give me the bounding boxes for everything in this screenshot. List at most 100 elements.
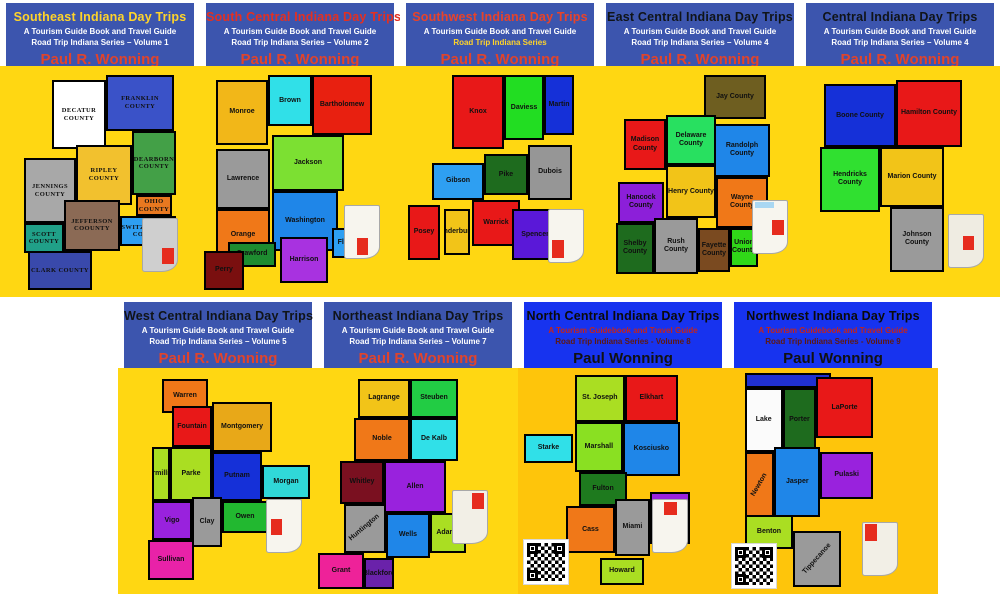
cover-title: North Central Indiana Day Trips: [526, 309, 720, 323]
county-label: Putnam: [224, 472, 250, 480]
county-label: FRANKLIN COUNTY: [121, 95, 159, 110]
county-porter: Porter: [782, 388, 817, 452]
cover-row-bottom: West Central Indiana Day Trips A Tourism …: [118, 297, 1000, 600]
county-label: Daviess: [510, 103, 538, 111]
book-cover-east-central[interactable]: East Central Indiana Day Trips A Tourism …: [600, 0, 800, 297]
cover-author: Paul R. Wonning: [440, 51, 560, 68]
county-label: Parke: [181, 470, 201, 478]
county-label: Warren: [173, 392, 197, 400]
qr-eye-top-left: [735, 547, 747, 559]
county-dearborn-county: DEARBORN COUNTY: [132, 130, 176, 196]
county-morgan: Morgan: [262, 465, 310, 500]
inset-highlighted-region: [161, 248, 174, 264]
county-newton: Newton: [744, 451, 775, 520]
indiana-inset-map: [452, 490, 488, 545]
county-label: Vanderburgh: [444, 228, 470, 236]
book-cover-west-central[interactable]: West Central Indiana Day Trips A Tourism …: [118, 297, 318, 600]
county-label: Madison County: [630, 136, 660, 152]
indiana-inset-map: [266, 499, 302, 554]
county-label: Tippecanoe: [801, 541, 833, 576]
county-noble: Noble: [354, 417, 410, 461]
cover-header: West Central Indiana Day Trips A Tourism …: [124, 302, 314, 368]
book-cover-central[interactable]: Central Indiana Day Trips A Tourism Guide…: [800, 0, 1000, 297]
cover-series-line: Road Trip Indiana Series – Volume 4: [831, 38, 969, 47]
county-sullivan: Sullivan: [148, 539, 194, 581]
county-label: CLARK COUNTY: [30, 266, 90, 274]
county-kosciusko: Kosciusko: [623, 422, 680, 477]
county-label: Elkhart: [639, 394, 664, 402]
cover-title: South Central Indiana Day Trips: [206, 10, 402, 24]
county-label: Union County: [731, 239, 757, 255]
book-cover-northeast[interactable]: Northeast Indiana Day Trips A Tourism Gui…: [318, 297, 518, 600]
county-label: Montgomery: [221, 422, 263, 430]
county-starke: Starke: [524, 433, 573, 463]
county-jay-county: Jay County: [704, 75, 766, 120]
county-label: Huntington: [348, 513, 382, 543]
county-vermillion: Vermillion: [152, 447, 170, 502]
county-label: Clay: [199, 517, 215, 525]
cover-subtitle: A Tourism Guide Book and Travel Guide: [141, 326, 295, 335]
cover-series-line: Road Trip Indiana Series - Volume 8: [555, 337, 691, 346]
book-cover-north-central[interactable]: North Central Indiana Day Trips A Tourism…: [518, 297, 728, 600]
county-label: Johnson County: [902, 231, 932, 247]
county-martin: Martin: [544, 75, 574, 136]
cover-series-line: Road Trip Indiana Series – Volume 2: [231, 38, 369, 47]
county-allen: Allen: [384, 460, 446, 513]
county-shelby-county: Shelby County: [616, 223, 654, 274]
cover-title: West Central Indiana Day Trips: [124, 309, 314, 323]
county-label: Knox: [469, 108, 487, 116]
book-cover-south-central[interactable]: South Central Indiana Day Trips A Tourism…: [200, 0, 402, 297]
county-lake: Lake: [744, 388, 783, 452]
cover-map-area: Jay County Madison County Delaware County R…: [600, 66, 800, 297]
book-cover-southeast[interactable]: Southeast Indiana Day Trips A Tourism Gui…: [0, 0, 200, 297]
cover-title: Northeast Indiana Day Trips: [332, 309, 504, 323]
county-lagrange: Lagrange: [358, 379, 410, 418]
cover-map-area: St. Joseph Elkhart Starke Marshall Kosciusko…: [518, 368, 728, 594]
county-harrison: Harrison: [280, 236, 328, 284]
indiana-inset-map: [862, 521, 899, 576]
county-label: Porter: [789, 415, 810, 423]
county-label: Dubois: [538, 168, 562, 176]
county-gibson: Gibson: [432, 163, 484, 200]
county-marion-county: Marion County: [880, 146, 944, 207]
county-label: Wells: [398, 531, 418, 539]
county-label: Newton: [749, 472, 769, 498]
county-vigo: Vigo: [152, 501, 192, 540]
county-label: Jasper: [785, 478, 809, 486]
county-label: Bartholomew: [319, 101, 365, 109]
county-label: Martin: [548, 101, 570, 109]
county-wells: Wells: [386, 512, 430, 558]
book-cover-southwest[interactable]: Southwest Indiana Day Trips A Tourism Gui…: [400, 0, 600, 297]
cover-author: Paul Wonning: [573, 350, 673, 367]
cover-series-line: Road Trip Indiana Series – Volume 4: [631, 38, 769, 47]
county-jefferson-coounty: JEFFERSON COOUNTY: [64, 199, 120, 251]
county-label: Sullivan: [157, 556, 185, 564]
county-montgomery: Montgomery: [212, 401, 272, 452]
county-label: RIPLEY COUNTY: [88, 167, 120, 182]
county-pike: Pike: [484, 153, 528, 196]
county-clark-county: CLARK COUNTY: [28, 250, 92, 291]
inset-water: [755, 202, 774, 209]
indiana-inset-map: [752, 199, 788, 254]
county-label: Steuben: [420, 394, 448, 402]
inset-highlighted-region: [271, 518, 283, 536]
county-owen: Owen: [222, 501, 268, 533]
county-label: Owen: [235, 513, 255, 521]
county-label: Jackson: [293, 158, 323, 166]
county-label: Noble: [372, 435, 392, 443]
county-boone-county: Boone County: [824, 84, 896, 147]
county-label: Rush County: [663, 238, 689, 254]
county-hamilton-county: Hamilton County: [896, 79, 962, 147]
cover-series-line: Road Trip Indiana Series: [453, 38, 547, 47]
county-label: Kosciusko: [633, 445, 670, 453]
cover-subtitle: A Tourism Guidebook and Travel Guide: [548, 326, 698, 335]
cover-subtitle: A Tourism Guide Book and Travel Guide: [623, 27, 777, 36]
cover-author: Paul R. Wonning: [240, 51, 360, 68]
county-label: Grant: [331, 567, 351, 575]
cover-author: Paul R. Wonning: [640, 51, 760, 68]
cover-title: Southeast Indiana Day Trips: [13, 10, 187, 24]
county-label: Jay County: [716, 93, 754, 101]
county-label: De Kalb: [420, 435, 448, 443]
county-label: Monroe: [229, 108, 255, 116]
book-cover-northwest[interactable]: Northwest Indiana Day Trips A Tourism Gui…: [728, 297, 938, 600]
